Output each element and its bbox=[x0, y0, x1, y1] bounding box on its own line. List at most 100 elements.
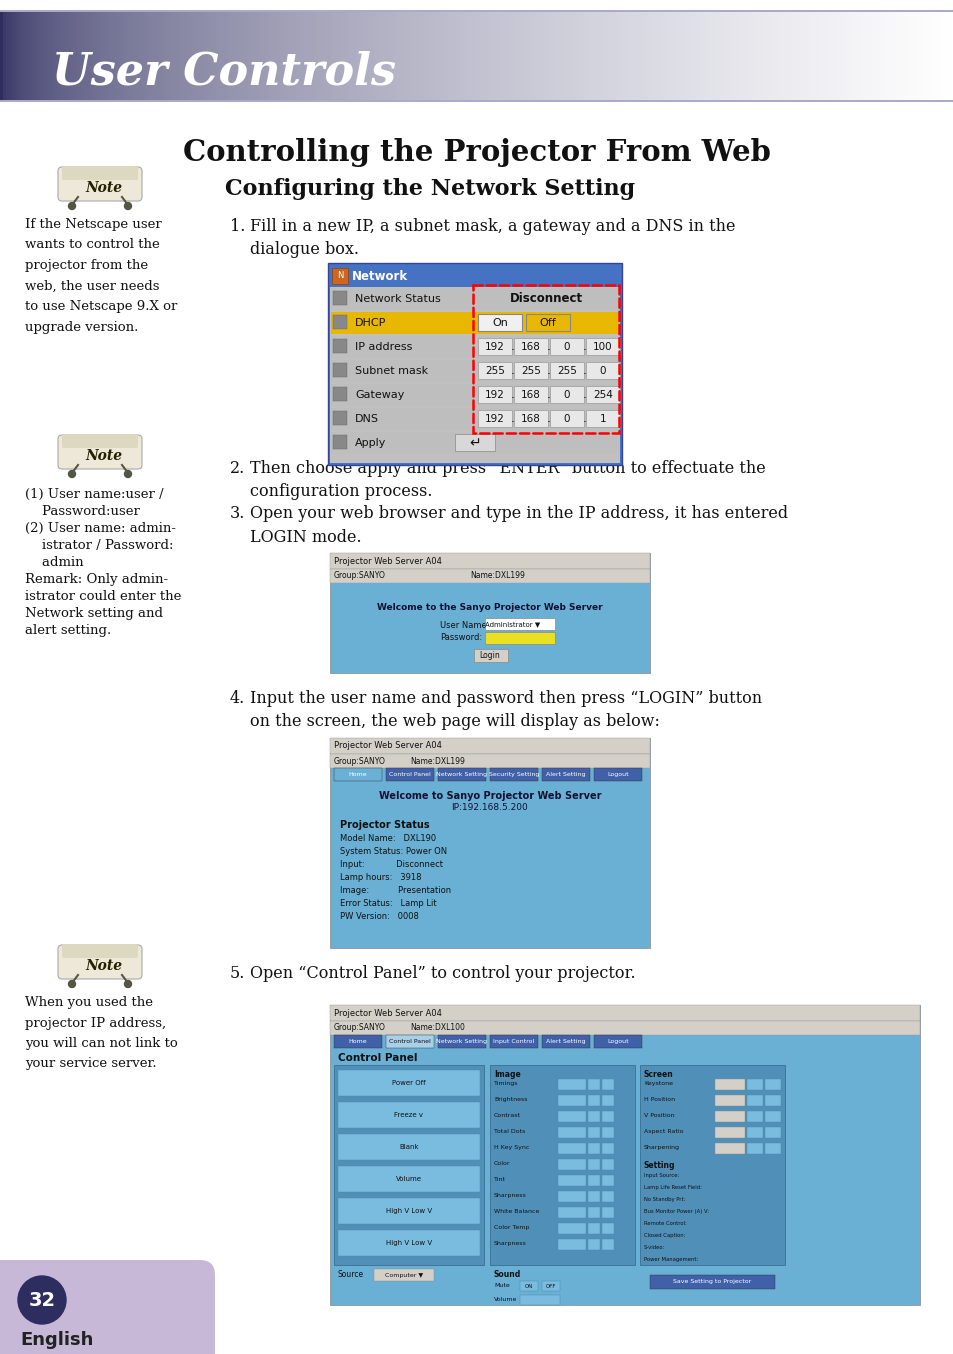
Text: Input Control: Input Control bbox=[493, 1039, 534, 1044]
Bar bbox=[912, 12, 916, 100]
Text: .: . bbox=[546, 413, 551, 425]
Bar bbox=[861, 12, 865, 100]
Bar bbox=[308, 12, 313, 100]
Text: DHCP: DHCP bbox=[355, 318, 386, 328]
Bar bbox=[384, 12, 389, 100]
Bar bbox=[572, 12, 576, 100]
Bar bbox=[540, 12, 544, 100]
Bar bbox=[746, 1127, 762, 1137]
Text: Off: Off bbox=[539, 318, 556, 328]
Bar bbox=[508, 12, 513, 100]
Text: Projector Web Server A04: Projector Web Server A04 bbox=[334, 1009, 441, 1017]
Bar bbox=[155, 12, 160, 100]
Bar bbox=[426, 12, 430, 100]
Bar bbox=[200, 12, 204, 100]
Bar bbox=[330, 1021, 919, 1034]
Bar bbox=[740, 12, 744, 100]
Text: 0: 0 bbox=[563, 390, 570, 399]
Text: H Position: H Position bbox=[643, 1097, 675, 1102]
Circle shape bbox=[125, 980, 132, 987]
Bar bbox=[102, 12, 106, 100]
Bar bbox=[915, 12, 919, 100]
Bar bbox=[781, 12, 785, 100]
Bar bbox=[772, 12, 776, 100]
Bar bbox=[743, 12, 747, 100]
Bar bbox=[416, 12, 420, 100]
Bar bbox=[601, 1239, 614, 1250]
Text: Contrast: Contrast bbox=[494, 1113, 520, 1118]
Bar bbox=[436, 12, 439, 100]
Text: 192: 192 bbox=[484, 414, 504, 424]
Bar bbox=[0, 12, 4, 100]
Bar bbox=[83, 12, 87, 100]
Bar bbox=[394, 12, 398, 100]
Text: System Status: Power ON: System Status: Power ON bbox=[339, 848, 447, 856]
Bar bbox=[649, 1275, 774, 1289]
Text: DNS: DNS bbox=[355, 414, 378, 424]
Text: Remark: Only admin-: Remark: Only admin- bbox=[25, 573, 168, 586]
Bar bbox=[172, 12, 175, 100]
Bar bbox=[331, 432, 618, 454]
Bar bbox=[333, 315, 347, 329]
Bar bbox=[64, 12, 68, 100]
Bar bbox=[232, 12, 236, 100]
Text: Security Setting: Security Setting bbox=[488, 772, 538, 777]
FancyBboxPatch shape bbox=[58, 945, 142, 979]
Text: Configuring the Network Setting: Configuring the Network Setting bbox=[225, 177, 635, 200]
Bar bbox=[524, 12, 528, 100]
Bar bbox=[330, 1005, 919, 1305]
Text: Name:DXL100: Name:DXL100 bbox=[410, 1024, 464, 1033]
Bar bbox=[746, 1079, 762, 1090]
Bar bbox=[490, 1066, 635, 1265]
Bar bbox=[334, 1034, 381, 1048]
Bar bbox=[386, 1034, 434, 1048]
Text: .: . bbox=[582, 340, 586, 353]
Text: Home: Home bbox=[349, 1039, 367, 1044]
Bar bbox=[337, 1070, 479, 1095]
Bar bbox=[636, 12, 639, 100]
Bar bbox=[705, 12, 709, 100]
Bar bbox=[419, 12, 423, 100]
Bar bbox=[410, 12, 414, 100]
Text: Computer ▼: Computer ▼ bbox=[384, 1273, 422, 1278]
Bar bbox=[353, 12, 356, 100]
Bar bbox=[587, 1159, 599, 1170]
Bar bbox=[7, 12, 10, 100]
Bar bbox=[54, 12, 58, 100]
Bar bbox=[521, 12, 525, 100]
Bar bbox=[328, 263, 621, 464]
Bar bbox=[601, 1192, 614, 1202]
Text: Name:DXL199: Name:DXL199 bbox=[470, 571, 524, 581]
Text: ↵: ↵ bbox=[469, 436, 480, 450]
Bar bbox=[601, 1095, 614, 1106]
Text: Total Dots: Total Dots bbox=[494, 1129, 525, 1135]
Bar bbox=[832, 12, 837, 100]
Bar bbox=[587, 1112, 599, 1122]
Bar bbox=[610, 12, 614, 100]
FancyBboxPatch shape bbox=[58, 167, 142, 200]
Bar bbox=[708, 12, 713, 100]
Bar bbox=[332, 268, 348, 284]
Text: Control Panel: Control Panel bbox=[337, 1053, 417, 1063]
Bar bbox=[413, 12, 417, 100]
Bar bbox=[359, 12, 363, 100]
Bar bbox=[150, 12, 153, 100]
Text: Password:user: Password:user bbox=[25, 505, 140, 519]
Bar bbox=[587, 1175, 599, 1186]
Text: English: English bbox=[20, 1331, 93, 1349]
Bar bbox=[541, 1281, 559, 1290]
Text: 1.: 1. bbox=[230, 218, 245, 236]
Text: istrator / Password:: istrator / Password: bbox=[25, 539, 173, 552]
Bar bbox=[79, 12, 84, 100]
Bar bbox=[283, 12, 287, 100]
Bar bbox=[333, 387, 347, 401]
Bar bbox=[124, 12, 128, 100]
Bar bbox=[870, 12, 875, 100]
Bar bbox=[931, 12, 935, 100]
Bar bbox=[331, 408, 618, 431]
Bar bbox=[807, 12, 811, 100]
Bar bbox=[432, 12, 436, 100]
Bar bbox=[601, 1206, 614, 1219]
Bar bbox=[658, 12, 661, 100]
Bar bbox=[312, 12, 315, 100]
